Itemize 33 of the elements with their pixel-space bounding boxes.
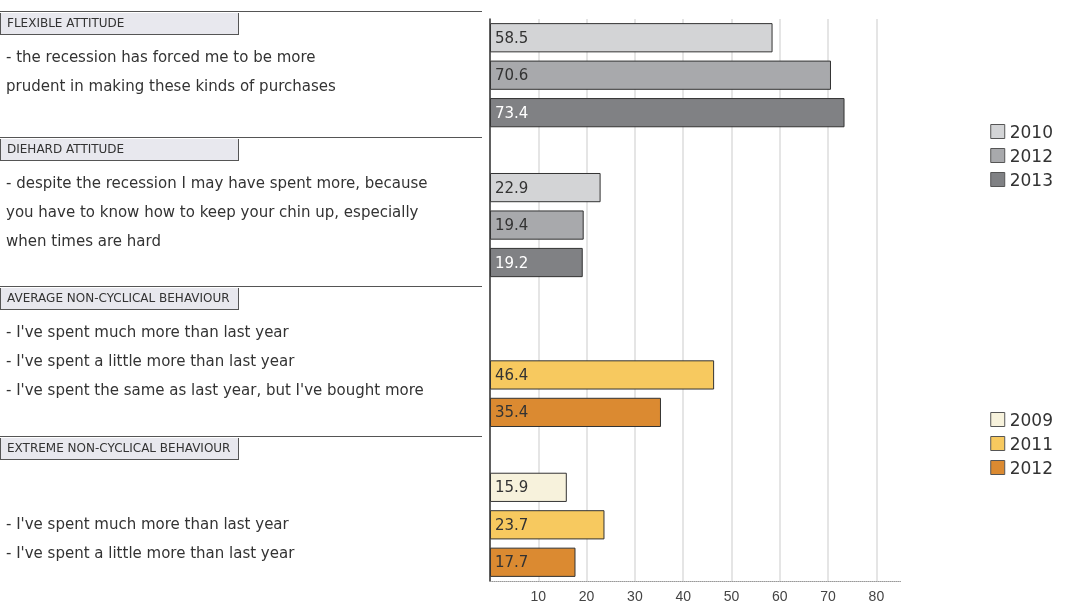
legend-label: 2013 bbox=[1009, 169, 1053, 190]
data-label: 58.5 bbox=[495, 28, 529, 47]
x-tick-label: 50 bbox=[723, 588, 740, 604]
x-tick-label: 20 bbox=[578, 588, 595, 604]
legend-label: 2011 bbox=[1009, 433, 1053, 454]
text: - I've spent much more than last year - I've spent a little more than last year - I've spent the same as last year, but I've bought more bbox=[5, 322, 425, 402]
data-label: 19.4 bbox=[495, 216, 529, 235]
legend-label: 2009 bbox=[1009, 409, 1053, 430]
text: FLEXIBLE ATTITUDE bbox=[0, 13, 239, 35]
text: - despite the recession I may have spent more, because you have to know how to keep your chin up, especially when times are hard bbox=[5, 172, 429, 252]
legend-label: 2012 bbox=[1009, 145, 1053, 166]
legend-label: 2010 bbox=[1009, 121, 1053, 142]
data-label: 23.7 bbox=[495, 515, 529, 534]
legend-label: 2012 bbox=[1009, 457, 1053, 478]
text: - the recession has forced me to be more prudent in making these kinds of purchases bbox=[5, 47, 337, 97]
data-label: 19.2 bbox=[495, 253, 529, 272]
text: AVERAGE NON-CYCLICAL BEHAVIOUR bbox=[0, 288, 239, 311]
text: DIEHARD ATTITUDE bbox=[0, 138, 239, 161]
data-label: 70.6 bbox=[495, 66, 529, 85]
data-label: 73.4 bbox=[495, 103, 529, 122]
x-tick-label: 60 bbox=[772, 588, 788, 604]
data-label: 22.9 bbox=[495, 178, 529, 197]
data-label: 17.7 bbox=[495, 553, 529, 572]
x-tick-label: 70 bbox=[820, 588, 837, 604]
data-label: 15.9 bbox=[495, 478, 529, 497]
data-label: 46.4 bbox=[495, 365, 529, 384]
x-tick-label: 30 bbox=[627, 588, 643, 604]
text: - I've spent much more than last year - I've spent a little more than last year bbox=[5, 514, 296, 565]
x-tick-label: 10 bbox=[530, 588, 547, 604]
x-tick-label: 80 bbox=[868, 588, 885, 604]
text: EXTREME NON-CYCLICAL BEHAVIOUR bbox=[0, 438, 239, 461]
x-tick-label: 40 bbox=[675, 588, 692, 604]
data-label: 35.4 bbox=[495, 403, 529, 422]
